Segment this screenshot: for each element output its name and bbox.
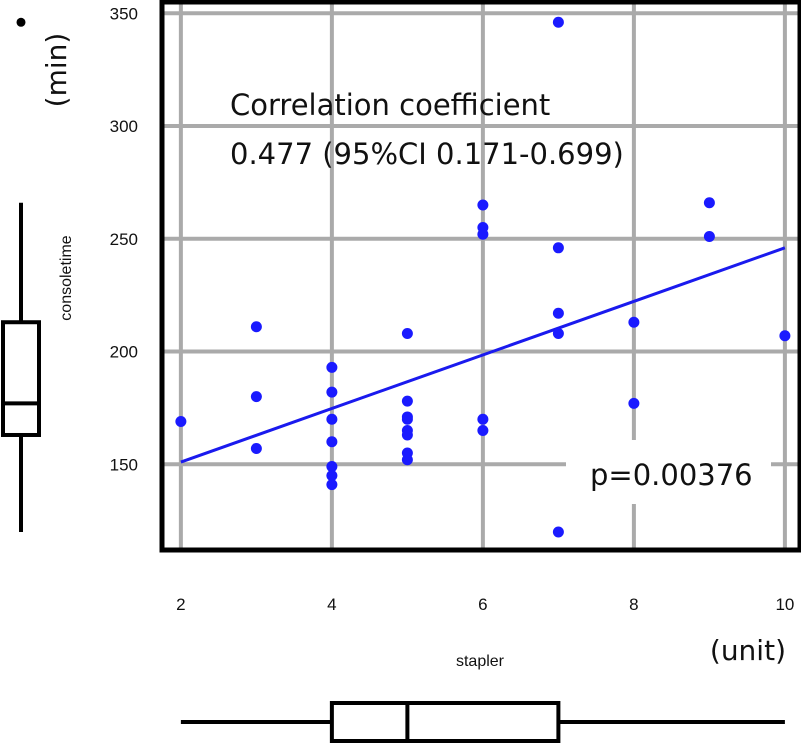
data-point	[628, 397, 640, 409]
p-value-box	[566, 440, 771, 504]
grid-lines	[162, 2, 800, 550]
data-point	[401, 454, 413, 466]
data-point	[250, 391, 262, 403]
data-point	[250, 321, 262, 333]
plot-frame	[159, 0, 801, 553]
x-tick-label: 2	[176, 595, 185, 614]
x-boxplot-box	[329, 701, 561, 743]
data-point	[552, 242, 564, 254]
data-point	[552, 16, 564, 28]
data-point	[326, 386, 338, 398]
y-tick-label: 350	[110, 4, 138, 23]
x-tick-label: 10	[775, 595, 794, 614]
data-point	[628, 316, 640, 328]
y-tick-label: 200	[110, 343, 138, 362]
data-point	[552, 526, 564, 538]
correlation-value: 0.477 (95%CI 0.171-0.699)	[230, 137, 624, 171]
data-point	[250, 443, 262, 455]
data-point	[477, 199, 489, 211]
x-unit-label: (unit)	[710, 634, 786, 667]
data-point	[703, 231, 715, 243]
y-tick-label: 150	[110, 455, 138, 474]
data-point	[326, 413, 338, 425]
data-point	[326, 361, 338, 373]
data-point	[552, 307, 564, 319]
data-point	[401, 429, 413, 441]
data-point	[326, 436, 338, 448]
data-point	[477, 413, 489, 425]
boxplots	[1, 17, 785, 743]
y-unit-label: (min)	[40, 33, 73, 108]
y-tick-label: 250	[110, 230, 138, 249]
data-point	[326, 461, 338, 473]
data-point	[477, 424, 489, 436]
data-point	[401, 328, 413, 340]
x-tick-labels: 2 4 6 8 10	[176, 595, 794, 614]
y-tick-labels: 150 200 250 300 350	[110, 4, 138, 474]
p-value-label: p=0.00376	[590, 458, 753, 492]
data-points	[175, 16, 791, 538]
regression-line	[180, 246, 786, 464]
regression-line-group	[180, 246, 786, 464]
y-axis-title: consoletime	[58, 235, 75, 320]
x-tick-label: 4	[327, 595, 336, 614]
y-boxplot-outlier	[16, 17, 26, 27]
data-point	[703, 197, 715, 209]
data-point	[779, 330, 791, 342]
data-point	[326, 479, 338, 491]
y-boxplot-box	[1, 320, 41, 437]
data-point	[401, 395, 413, 407]
x-tick-label: 8	[629, 595, 638, 614]
y-tick-label: 300	[110, 117, 138, 136]
data-point	[401, 413, 413, 425]
data-point	[477, 228, 489, 240]
x-tick-label: 6	[478, 595, 487, 614]
data-point	[175, 415, 187, 427]
data-point	[326, 470, 338, 482]
x-axis-title: stapler	[456, 653, 505, 670]
data-point	[552, 328, 564, 340]
correlation-title: Correlation coefficient	[230, 88, 550, 122]
